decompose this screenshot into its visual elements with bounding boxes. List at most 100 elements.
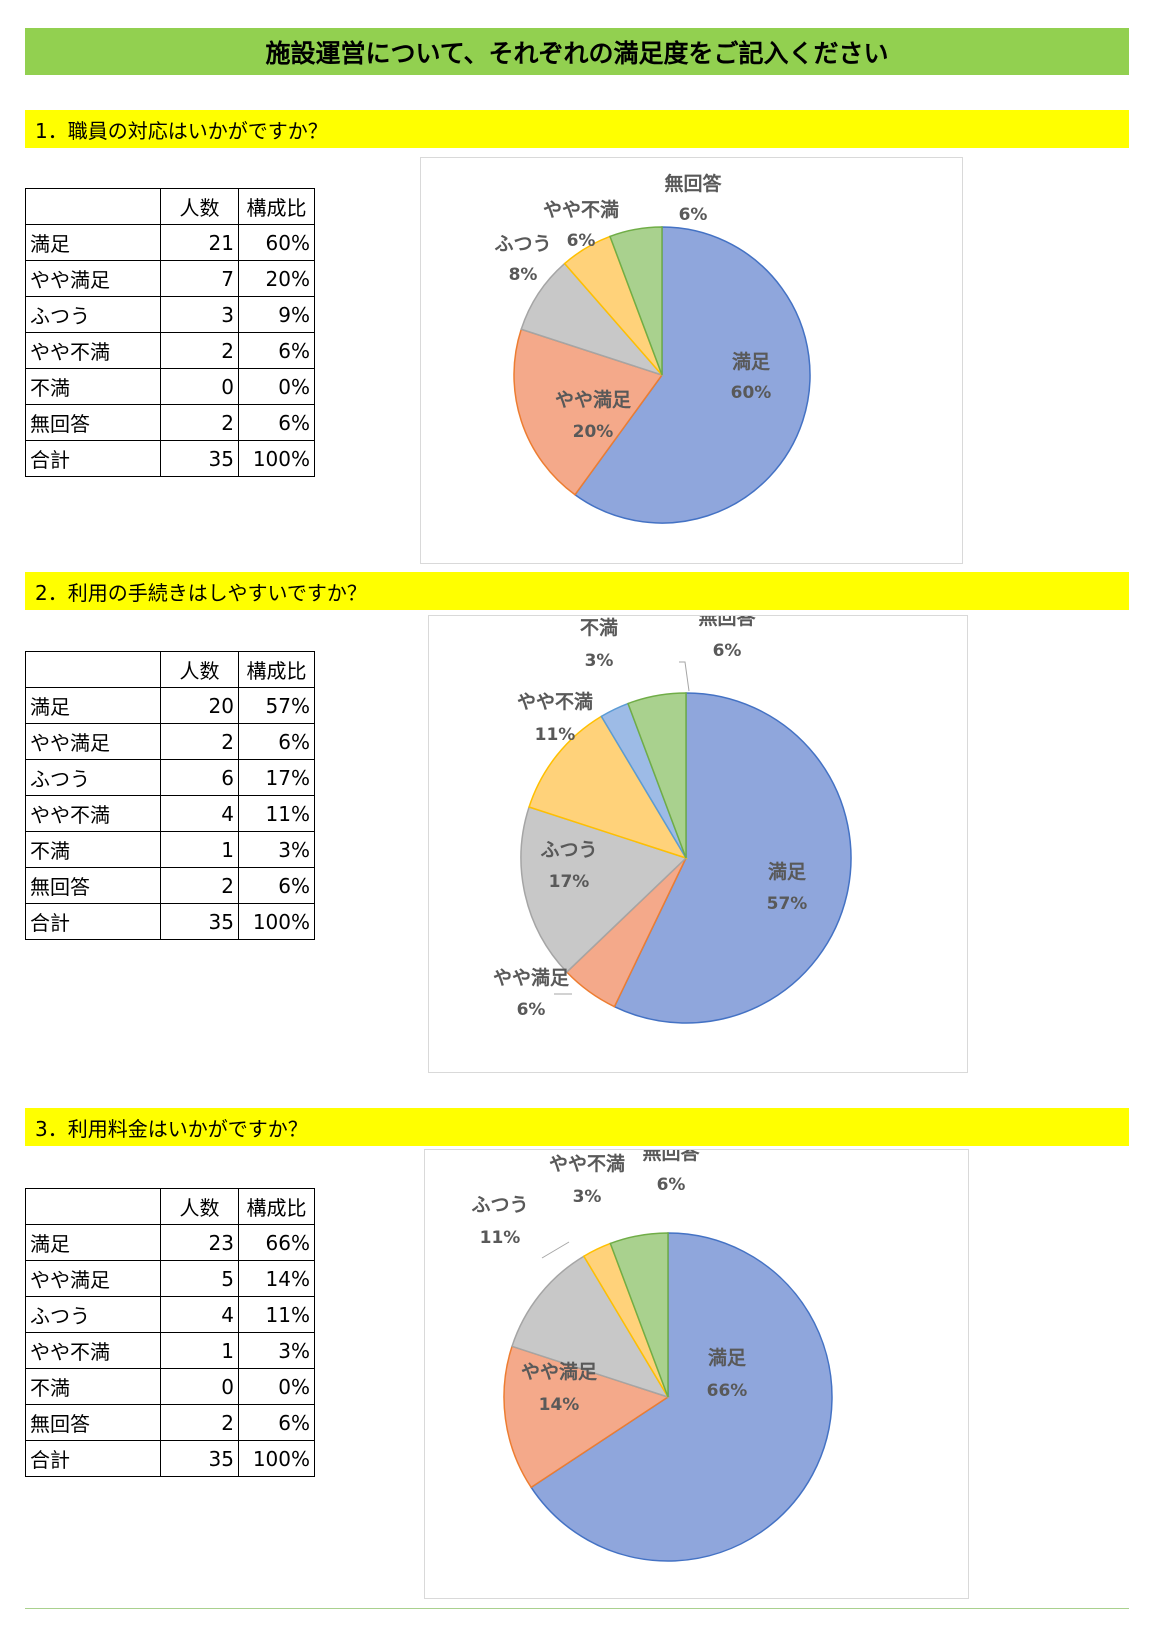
row-ratio: 100%: [238, 1440, 315, 1477]
table-row: 無回答 2 6%: [25, 404, 315, 441]
slice-label: ふつう: [494, 233, 551, 255]
row-count: 21: [160, 224, 239, 261]
row-count: 23: [160, 1224, 239, 1261]
pie-slice-5: [609, 226, 663, 376]
row-ratio: 0%: [238, 1368, 315, 1405]
slice-percent-label: 6%: [657, 1175, 686, 1195]
row-label: 不満: [25, 368, 161, 405]
row-label: ふつう: [25, 296, 161, 333]
table-row: 無回答 2 6%: [25, 867, 315, 904]
row-label: ふつう: [25, 759, 161, 796]
slice-label: 無回答: [664, 172, 722, 195]
table-header-row: 人数 構成比: [25, 651, 315, 688]
row-count: 4: [160, 1296, 239, 1333]
table-row: 満足 20 57%: [25, 687, 315, 724]
header-cell-blank: [25, 1188, 161, 1225]
row-count: 6: [160, 759, 239, 796]
row-label: 不満: [25, 1368, 161, 1405]
row-ratio: 9%: [238, 296, 315, 333]
row-count: 1: [160, 831, 239, 868]
slice-percent-label: 3%: [573, 1187, 602, 1207]
pie-slice-4: [528, 715, 688, 860]
row-label: やや不満: [25, 332, 161, 369]
row-ratio: 6%: [238, 867, 315, 904]
row-label: 合計: [25, 440, 161, 477]
slice-label: やや不満: [517, 691, 593, 713]
table-row: ふつう 3 9%: [25, 296, 315, 333]
row-count: 2: [160, 867, 239, 904]
table-row: 不満 1 3%: [25, 831, 315, 868]
question-2-pie-chart: 満足 57% やや満足 6% ふつう 17% やや不満 11% 不満 3% 無回答 6%: [428, 615, 968, 1073]
pie-slice-2: [513, 328, 664, 496]
table-row: 不満 0 0%: [25, 368, 315, 405]
row-ratio: 66%: [238, 1224, 315, 1261]
row-ratio: 6%: [238, 1404, 315, 1441]
slice-label: 満足: [732, 351, 771, 373]
table-header-row: 人数 構成比: [25, 188, 315, 225]
row-count: 2: [160, 1404, 239, 1441]
page-title: 施設運営について、それぞれの満足度をご記入ください: [25, 28, 1129, 75]
row-count: 7: [160, 260, 239, 297]
row-count: 20: [160, 687, 239, 724]
row-ratio: 17%: [238, 759, 315, 796]
bottom-divider: [25, 1608, 1129, 1609]
row-ratio: 3%: [238, 1332, 315, 1369]
question-1-pie-chart: 満足 60% やや満足 20% ふつう 8% やや不満 6% 無回答 6%: [420, 157, 963, 564]
table-row: ふつう 4 11%: [25, 1296, 315, 1333]
slice-percent-label: 60%: [731, 383, 772, 403]
table-row: 無回答 2 6%: [25, 1404, 315, 1441]
row-count: 4: [160, 795, 239, 832]
row-ratio: 6%: [238, 404, 315, 441]
row-count: 35: [160, 440, 239, 477]
row-count: 0: [160, 1368, 239, 1405]
table-row: 満足 21 60%: [25, 224, 315, 261]
row-label: ふつう: [25, 1296, 161, 1333]
table-row-total: 合計 35 100%: [25, 1440, 315, 1477]
question-1-table: 人数 構成比 満足 21 60% やや満足 7 20% ふつう 3 9% やや不満 2 6% 不…: [25, 188, 315, 477]
row-count: 2: [160, 723, 239, 760]
header-count: 人数: [160, 188, 239, 225]
header-ratio: 構成比: [238, 188, 315, 225]
pie-slice-1: [530, 1232, 833, 1562]
table-row: 不満 0 0%: [25, 1368, 315, 1405]
slice-label: 不満: [580, 617, 618, 639]
slice-percent-label: 14%: [539, 1395, 580, 1415]
slice-percent-label: 6%: [567, 231, 596, 251]
table-row: やや不満 4 11%: [25, 795, 315, 832]
row-count: 0: [160, 368, 239, 405]
slice-percent-label: 6%: [679, 205, 708, 225]
row-label: 満足: [25, 687, 161, 724]
row-count: 35: [160, 1440, 239, 1477]
row-label: 満足: [25, 1224, 161, 1261]
question-1-heading: 1．職員の対応はいかがですか？: [25, 110, 1129, 148]
row-ratio: 57%: [238, 687, 315, 724]
pie-slice-3: [511, 1255, 670, 1399]
slice-label: 無回答: [698, 616, 756, 629]
table-row: やや満足 7 20%: [25, 260, 315, 297]
pie-slice-2: [503, 1345, 670, 1489]
row-label: 無回答: [25, 1404, 161, 1441]
row-label: やや満足: [25, 1260, 161, 1297]
row-ratio: 60%: [238, 224, 315, 261]
row-label: 無回答: [25, 867, 161, 904]
pie-slice-1: [573, 226, 811, 524]
row-count: 3: [160, 296, 239, 333]
slice-label: 満足: [768, 861, 807, 883]
row-ratio: 11%: [238, 795, 315, 832]
header-ratio: 構成比: [238, 1188, 315, 1225]
row-label: 合計: [25, 1440, 161, 1477]
table-row: やや不満 1 3%: [25, 1332, 315, 1369]
row-ratio: 6%: [238, 723, 315, 760]
slice-label: ふつう: [540, 839, 597, 861]
slice-percent-label: 57%: [767, 894, 808, 914]
table-row: 満足 23 66%: [25, 1224, 315, 1261]
slice-label: やや満足: [521, 1361, 598, 1383]
slice-label: ふつう: [471, 1194, 528, 1216]
table-row: やや不満 2 6%: [25, 332, 315, 369]
pie-slice-1: [613, 692, 852, 1024]
header-cell-blank: [25, 651, 161, 688]
row-count: 2: [160, 404, 239, 441]
row-ratio: 100%: [238, 440, 315, 477]
row-ratio: 11%: [238, 1296, 315, 1333]
pie-slice-5: [609, 1232, 669, 1398]
